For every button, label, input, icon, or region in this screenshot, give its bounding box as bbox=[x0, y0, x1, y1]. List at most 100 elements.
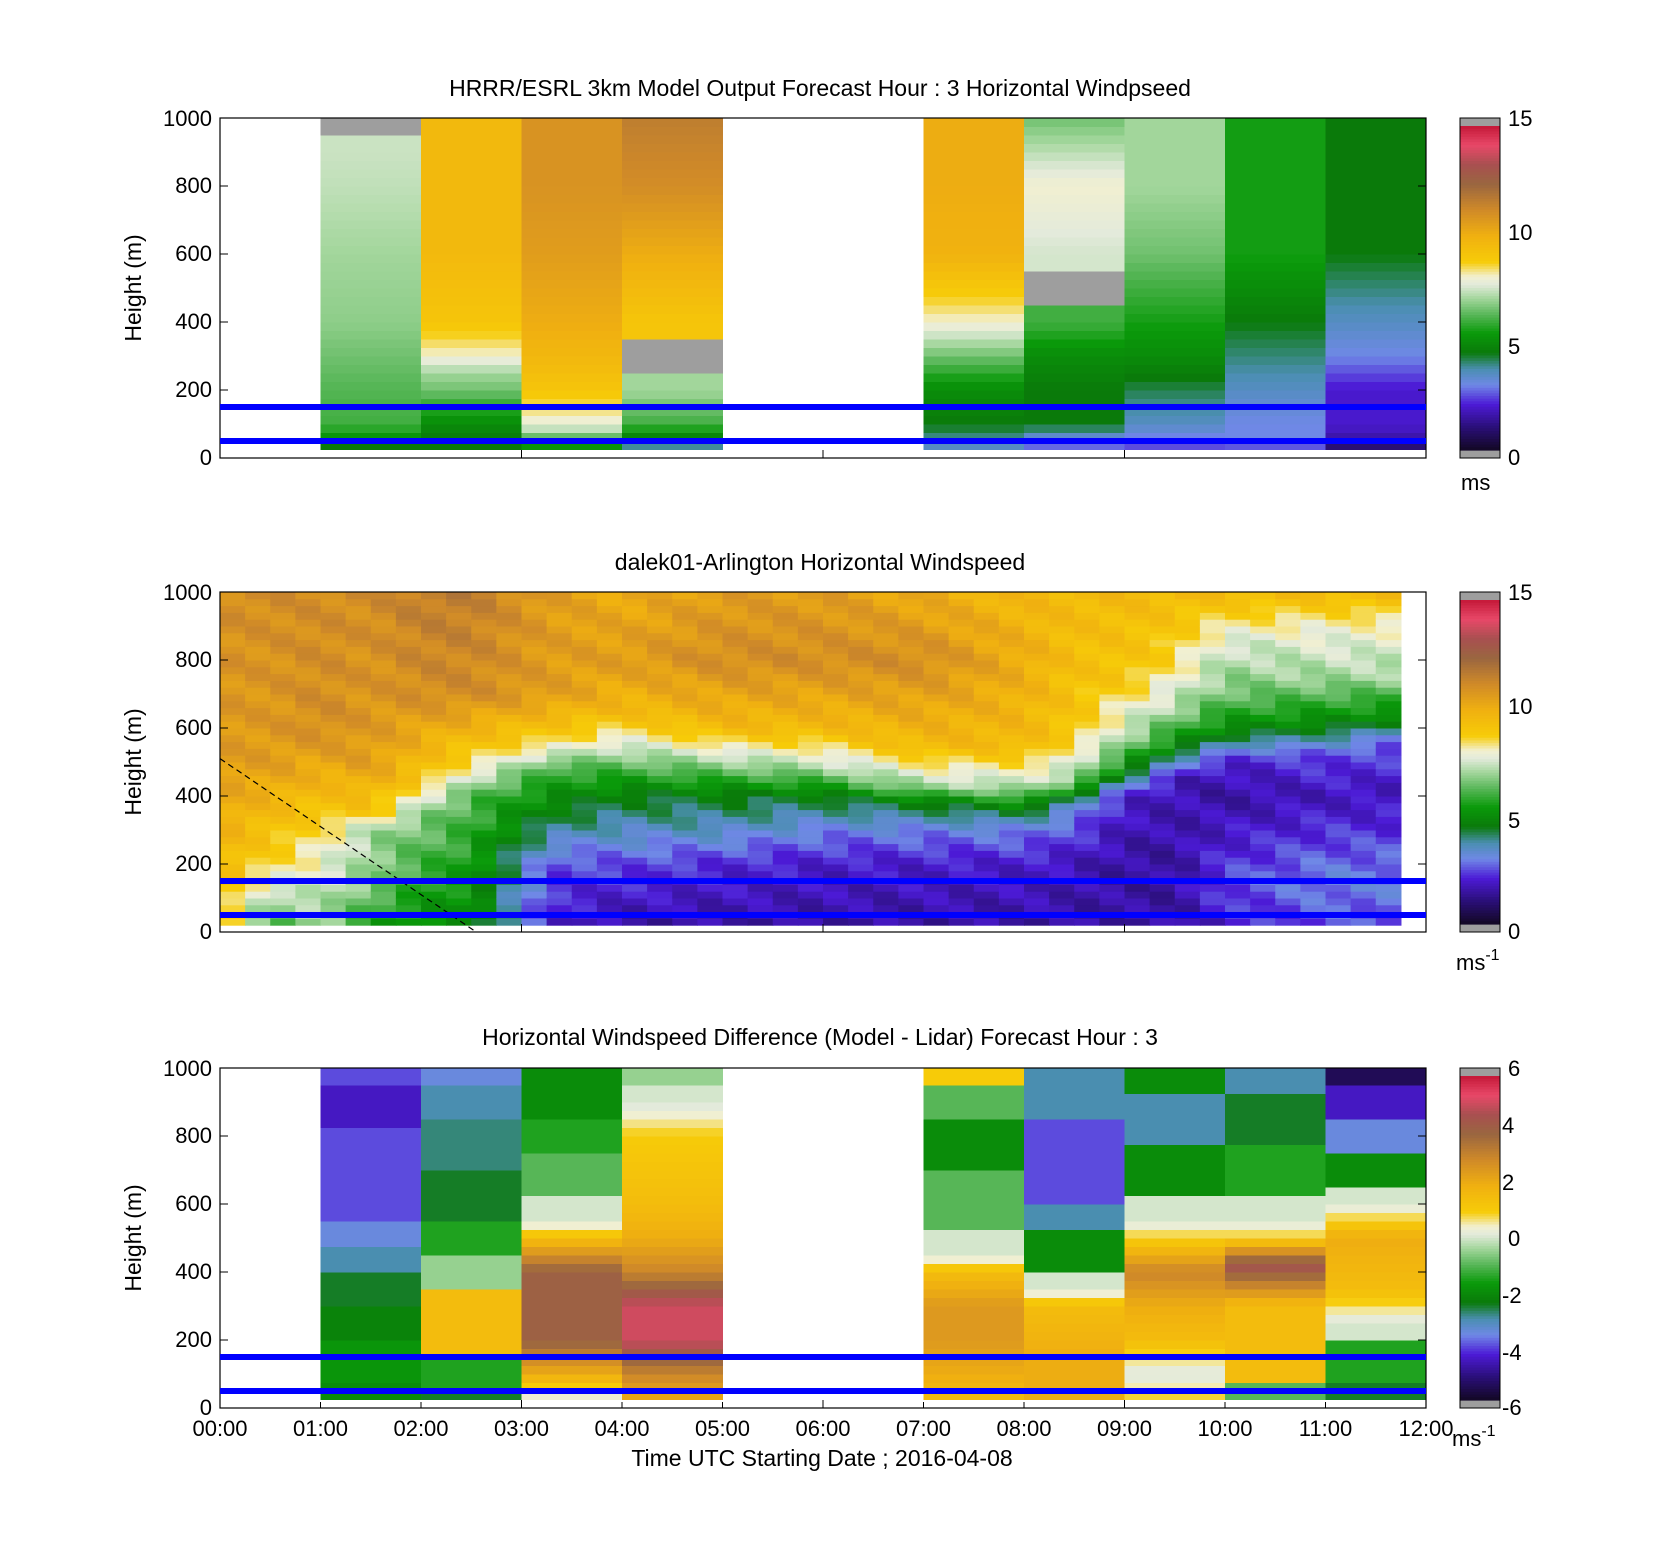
heatmap-cell bbox=[571, 632, 598, 641]
heatmap-cell bbox=[421, 816, 447, 824]
heatmap-cell bbox=[622, 194, 723, 204]
heatmap-cell bbox=[1325, 1221, 1427, 1230]
heatmap-cell bbox=[848, 823, 874, 831]
heatmap-cell bbox=[647, 687, 673, 695]
heatmap-cell bbox=[1325, 605, 1352, 613]
heatmap-cell bbox=[421, 918, 447, 926]
heatmap-cell bbox=[1074, 864, 1100, 872]
colorbar-swatch bbox=[1460, 1194, 1500, 1199]
heatmap-cell bbox=[320, 390, 422, 399]
heatmap-cell bbox=[747, 673, 774, 681]
heatmap-cell bbox=[521, 741, 548, 749]
heatmap-cell bbox=[772, 898, 799, 906]
heatmap-cell bbox=[898, 898, 925, 906]
heatmap-cell bbox=[1049, 748, 1075, 756]
colorbar-swatch bbox=[1460, 293, 1500, 297]
heatmap-cell bbox=[1174, 653, 1201, 661]
colorbar-swatch bbox=[1460, 290, 1500, 294]
heatmap-cell bbox=[521, 850, 548, 858]
heatmap-cell bbox=[1124, 160, 1226, 170]
heatmap-cell bbox=[521, 857, 548, 865]
colorbar-swatch bbox=[1460, 447, 1500, 451]
heatmap-cell bbox=[295, 762, 322, 770]
heatmap-cell bbox=[923, 1280, 1025, 1290]
heatmap-cell bbox=[571, 836, 598, 845]
colorbar-swatch bbox=[1460, 891, 1500, 895]
heatmap-cell bbox=[672, 653, 698, 661]
heatmap-cell bbox=[1174, 870, 1201, 879]
heatmap-cell bbox=[320, 237, 422, 246]
colorbar-swatch bbox=[1460, 144, 1500, 149]
heatmap-cell bbox=[823, 680, 849, 688]
colorbar-swatch bbox=[1460, 756, 1500, 760]
heatmap-cell bbox=[722, 592, 749, 600]
heatmap-cell bbox=[1124, 680, 1151, 688]
heatmap-cell bbox=[1124, 694, 1151, 702]
heatmap-cell bbox=[1375, 748, 1402, 756]
heatmap-cell bbox=[270, 714, 296, 722]
heatmap-cell bbox=[546, 864, 573, 872]
heatmap-cell bbox=[1199, 864, 1226, 872]
heatmap-cell bbox=[1174, 843, 1201, 851]
heatmap-cell bbox=[1024, 694, 1050, 702]
heatmap-cell bbox=[1049, 666, 1075, 675]
heatmap-cell bbox=[923, 169, 1025, 178]
heatmap-cell bbox=[446, 789, 472, 797]
heatmap-cell bbox=[1300, 775, 1327, 783]
heatmap-cell bbox=[571, 700, 598, 709]
heatmap-cell bbox=[1199, 592, 1226, 600]
heatmap-cell bbox=[546, 782, 573, 790]
heatmap-cell bbox=[1124, 432, 1226, 442]
heatmap-cell bbox=[596, 598, 623, 607]
heatmap-cell bbox=[973, 687, 1000, 695]
heatmap-cell bbox=[1300, 666, 1327, 675]
heatmap-cell bbox=[1024, 673, 1050, 681]
heatmap-cell bbox=[898, 714, 925, 722]
heatmap-cell bbox=[747, 843, 774, 851]
colorbar-swatch bbox=[1460, 431, 1500, 435]
heatmap-cell bbox=[521, 1153, 623, 1162]
heatmap-cell bbox=[1024, 373, 1125, 382]
x-tick-01: 01:00 bbox=[293, 1416, 348, 1441]
heatmap-cell bbox=[1074, 598, 1100, 607]
heatmap-cell bbox=[596, 775, 623, 783]
heatmap-cell bbox=[320, 891, 347, 899]
heatmap-cell bbox=[1325, 782, 1352, 790]
heatmap-cell bbox=[848, 789, 874, 797]
heatmap-cell bbox=[647, 639, 673, 647]
heatmap-cell bbox=[923, 1110, 1025, 1120]
x-tick-10: 10:00 bbox=[1197, 1416, 1252, 1441]
heatmap-cell bbox=[923, 694, 950, 702]
colorbar-swatch bbox=[1460, 1294, 1500, 1298]
heatmap-cell bbox=[848, 707, 874, 715]
heatmap-cell bbox=[1099, 673, 1126, 681]
colorbar-swatch bbox=[1460, 1327, 1500, 1331]
heatmap-cell bbox=[1199, 904, 1226, 913]
colorbar-swatch bbox=[1460, 244, 1500, 249]
cb-diff-tick-m2: -2 bbox=[1502, 1283, 1522, 1308]
heatmap-cell bbox=[496, 884, 523, 892]
heatmap-cell bbox=[295, 653, 322, 661]
heatmap-cell bbox=[1024, 203, 1125, 212]
heatmap-cell bbox=[1024, 741, 1050, 749]
heatmap-cell bbox=[270, 741, 296, 749]
heatmap-cell bbox=[320, 1136, 422, 1145]
heatmap-cell bbox=[521, 687, 548, 695]
heatmap-cell bbox=[772, 789, 799, 797]
heatmap-cell bbox=[496, 741, 523, 749]
heatmap-cell bbox=[421, 755, 447, 763]
heatmap-cell bbox=[1199, 918, 1226, 926]
heatmap-cell bbox=[421, 1365, 522, 1375]
heatmap-cell bbox=[1325, 1323, 1427, 1332]
heatmap-cell bbox=[220, 741, 246, 749]
heatmap-cell bbox=[571, 823, 598, 831]
colorbar-swatch bbox=[1460, 799, 1500, 804]
heatmap-cell bbox=[1350, 626, 1377, 634]
heatmap-cell bbox=[973, 816, 1000, 824]
heatmap-cell bbox=[345, 734, 372, 743]
colorbar-swatch bbox=[1460, 1173, 1500, 1177]
heatmap-cell bbox=[1149, 694, 1176, 702]
heatmap-cell bbox=[1074, 802, 1100, 811]
heatmap-cell bbox=[722, 653, 749, 661]
heatmap-cell bbox=[1149, 728, 1176, 736]
